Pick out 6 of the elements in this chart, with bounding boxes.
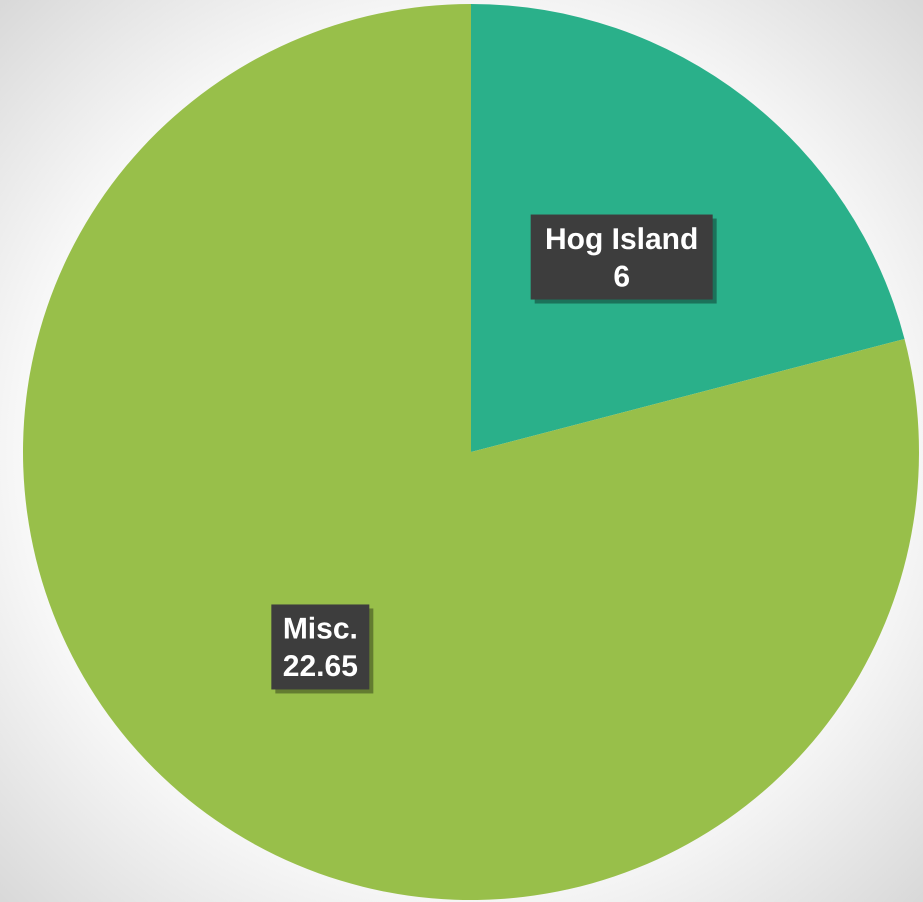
pie-slice (23, 4, 919, 900)
slice-label: Misc. (282, 612, 358, 646)
data-label: 6 (613, 260, 630, 294)
pie-slice (471, 4, 905, 452)
data-label: 22.65 (282, 650, 358, 684)
slice-label: Hog Island (544, 222, 698, 256)
